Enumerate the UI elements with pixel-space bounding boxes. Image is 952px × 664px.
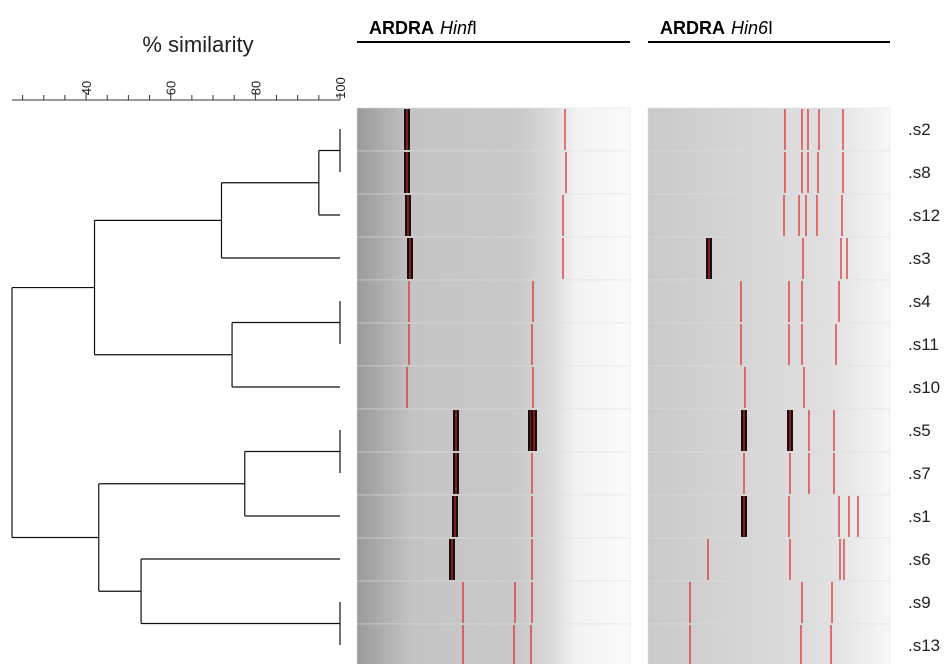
x-tick-label: 40 [79, 81, 94, 95]
gel-title-suffix: I [768, 18, 773, 38]
gel-lane [356, 322, 631, 367]
gel-title-suffix: I [472, 18, 477, 38]
gel-lane [356, 365, 631, 410]
gel-titles: ARDRA HinfI ARDRA Hin6I [369, 18, 773, 38]
leaf-label: .s9 [908, 593, 931, 612]
leaf-label: .s7 [908, 464, 931, 483]
gel-lane [356, 623, 631, 664]
gel-lane [647, 365, 891, 410]
leaf-label: .s13 [908, 636, 940, 655]
gel-lane [356, 150, 631, 195]
leaf-label: .s10 [908, 378, 940, 397]
gel-lane [647, 623, 891, 664]
x-tick-label: 100 [333, 77, 348, 99]
gel-lane [647, 580, 891, 625]
gel-lane [356, 451, 631, 496]
leaf-label: .s1 [908, 507, 931, 526]
gel-title-method: ARDRA [660, 18, 725, 38]
leaf-label: .s8 [908, 163, 931, 182]
gel-lane [647, 408, 891, 453]
leaf-label: .s3 [908, 249, 931, 268]
leaf-label: .s4 [908, 292, 931, 311]
leaf-label: .s5 [908, 421, 931, 440]
gel-lane [647, 451, 891, 496]
leaf-label: .s12 [908, 206, 940, 225]
gel-lane [356, 580, 631, 625]
gel-lane [356, 494, 631, 539]
gel-lane [647, 322, 891, 367]
gel-title-enzyme: Hin6 [731, 18, 769, 38]
gel-lane [647, 279, 891, 324]
leaf-label: .s2 [908, 120, 931, 139]
gel-title-method: ARDRA [369, 18, 434, 38]
gel-lane [647, 150, 891, 195]
gel-lane [356, 236, 631, 281]
gel-lane [356, 279, 631, 324]
gel-title-enzyme: Hinf [440, 18, 474, 38]
gel-lane [356, 408, 631, 453]
gel-lane [647, 107, 891, 152]
gel-lane [356, 193, 631, 238]
gel-lane [356, 107, 631, 152]
gel-lane [647, 236, 891, 281]
x-tick-label: 60 [164, 81, 179, 95]
gel-title: ARDRA Hin6I [660, 18, 773, 38]
gel-lane [647, 193, 891, 238]
leaf-label: .s11 [908, 335, 939, 354]
axis-title: % similarity [142, 32, 253, 57]
gel-lane [647, 494, 891, 539]
leaf-label: .s6 [908, 550, 931, 569]
x-tick-label: 80 [248, 81, 263, 95]
gel-lane [356, 537, 631, 582]
gel-lane [647, 537, 891, 582]
gel-title: ARDRA HinfI [369, 18, 477, 38]
